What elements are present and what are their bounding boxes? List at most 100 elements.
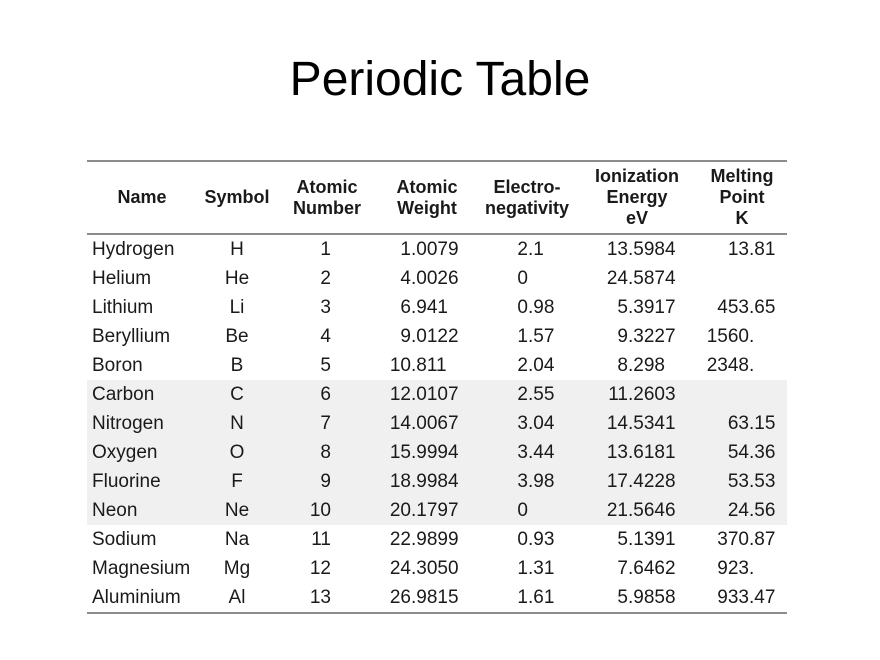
value-fraction-part: .6181: [628, 442, 676, 463]
page-title: Periodic Table: [289, 53, 591, 106]
value-integer-part: 13: [309, 587, 331, 608]
cell-atomic-number: 9: [277, 467, 377, 496]
value-integer-part: 13: [727, 239, 749, 260]
column-header-atomic-number: Atomic Number: [292, 176, 361, 218]
cell-symbol: B: [230, 355, 244, 376]
cell-symbol: H: [230, 239, 244, 260]
value-fraction-part: .9994: [411, 442, 459, 463]
cell-atomic-weight: 1.0079: [377, 235, 477, 264]
cell-ionization-energy: 5.3917: [577, 293, 697, 322]
column-header-melting-point: Melting Point K: [710, 166, 774, 228]
cell-symbol: Ne: [224, 500, 250, 521]
value-integer-part: 10: [309, 500, 331, 521]
cell-symbol: Al: [228, 587, 246, 608]
value-integer-part: 3: [320, 297, 331, 318]
cell-atomic-number: 13: [277, 583, 377, 612]
value-integer-part: 1: [517, 558, 528, 579]
table-row: Hydrogen H 1 1.0079 2.1 13.5984 13.81: [87, 235, 787, 264]
cell-melting-point: 923.: [697, 554, 787, 583]
table-header-row: Name Symbol Atomic Number Atomic Weight Electr…: [87, 160, 787, 235]
value-integer-part: 14: [389, 413, 411, 434]
value-fraction-part: .0079: [411, 239, 459, 260]
cell-atomic-weight: 24.3050: [377, 554, 477, 583]
value-integer-part: 3: [517, 413, 528, 434]
cell-ionization-energy: 13.6181: [577, 438, 697, 467]
cell-melting-point: 453.65: [697, 293, 787, 322]
value-integer-part: 4: [320, 326, 331, 347]
value-fraction-part: .6462: [628, 558, 676, 579]
cell-electronegativity: 1.31: [477, 554, 577, 583]
value-integer-part: 9: [320, 471, 331, 492]
cell-symbol: Na: [224, 529, 250, 550]
cell-melting-point: [697, 380, 787, 409]
value-integer-part: 0: [517, 529, 528, 550]
value-integer-part: 7: [320, 413, 331, 434]
value-integer-part: 18: [389, 471, 411, 492]
value-fraction-part: .1797: [411, 500, 459, 521]
table-row: Fluorine F 9 18.9984 3.98 17.4228 53.53: [87, 467, 787, 496]
value-fraction-part: .9815: [411, 587, 459, 608]
value-integer-part: 7: [617, 558, 628, 579]
cell-atomic-number: 6: [277, 380, 377, 409]
value-integer-part: 20: [389, 500, 411, 521]
value-integer-part: 0: [517, 297, 528, 318]
value-fraction-part: .298: [628, 355, 665, 376]
cell-atomic-number: 2: [277, 264, 377, 293]
cell-name: Helium: [92, 268, 152, 289]
table-row: Boron B 5 10.811 2.04 8.298 2348.: [87, 351, 787, 380]
cell-melting-point: 24.56: [697, 496, 787, 525]
value-integer-part: 5: [617, 529, 628, 550]
cell-atomic-weight: 4.0026: [377, 264, 477, 293]
value-integer-part: 453: [717, 297, 749, 318]
cell-atomic-weight: 12.0107: [377, 380, 477, 409]
cell-electronegativity: 3.04: [477, 409, 577, 438]
value-fraction-part: .0067: [411, 413, 459, 434]
value-fraction-part: .5874: [628, 268, 676, 289]
cell-atomic-weight: 14.0067: [377, 409, 477, 438]
cell-atomic-weight: 22.9899: [377, 525, 477, 554]
cell-symbol: F: [231, 471, 243, 492]
value-integer-part: 6: [320, 384, 331, 405]
cell-atomic-weight: 15.9994: [377, 438, 477, 467]
cell-symbol: N: [230, 413, 244, 434]
cell-electronegativity: 0.93: [477, 525, 577, 554]
value-integer-part: 1560: [706, 326, 749, 347]
cell-ionization-energy: 7.6462: [577, 554, 697, 583]
column-header-ionization-energy: Ionization Energy eV: [595, 166, 679, 228]
value-integer-part: 5: [320, 355, 331, 376]
value-fraction-part: .1: [528, 239, 544, 260]
cell-atomic-number: 11: [277, 525, 377, 554]
value-fraction-part: .36: [749, 442, 776, 463]
value-integer-part: 5: [617, 297, 628, 318]
cell-electronegativity: 1.61: [477, 583, 577, 612]
cell-ionization-energy: 13.5984: [577, 235, 697, 264]
cell-ionization-energy: 24.5874: [577, 264, 697, 293]
value-integer-part: 53: [727, 471, 749, 492]
value-fraction-part: .47: [749, 587, 776, 608]
cell-atomic-number: 4: [277, 322, 377, 351]
cell-atomic-weight: 10.811: [377, 351, 477, 380]
cell-ionization-energy: 5.9858: [577, 583, 697, 612]
cell-electronegativity: 2.1: [477, 235, 577, 264]
value-fraction-part: .3917: [628, 297, 676, 318]
cell-melting-point: 13.81: [697, 235, 787, 264]
cell-melting-point: 54.36: [697, 438, 787, 467]
value-integer-part: 9: [617, 326, 628, 347]
cell-ionization-energy: 21.5646: [577, 496, 697, 525]
value-integer-part: 12: [309, 558, 331, 579]
value-fraction-part: .04: [528, 413, 555, 434]
table-row: Sodium Na 11 22.9899 0.93 5.1391 370.87: [87, 525, 787, 554]
value-integer-part: 2: [517, 355, 528, 376]
cell-name: Aluminium: [92, 587, 181, 608]
table-row: Magnesium Mg 12 24.3050 1.31 7.6462 923.: [87, 554, 787, 583]
cell-name: Lithium: [92, 297, 154, 318]
table-body: Hydrogen H 1 1.0079 2.1 13.5984 13.81 Helium He 2…: [87, 235, 787, 614]
cell-ionization-energy: 11.2603: [577, 380, 697, 409]
value-integer-part: 24: [389, 558, 411, 579]
value-fraction-part: .55: [528, 384, 555, 405]
cell-electronegativity: 1.57: [477, 322, 577, 351]
cell-atomic-weight: 6.941: [377, 293, 477, 322]
value-integer-part: 0: [517, 268, 528, 289]
cell-atomic-number: 5: [277, 351, 377, 380]
